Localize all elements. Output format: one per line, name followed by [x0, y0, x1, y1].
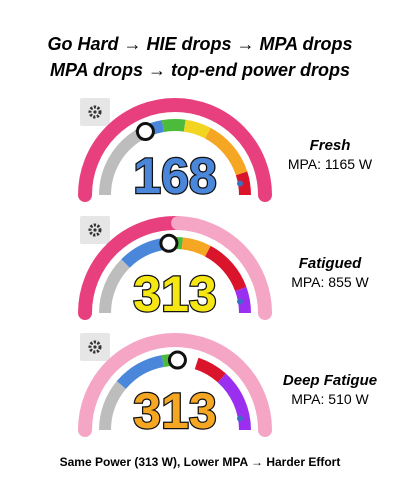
gauge-mpa: MPA: 1165 W	[288, 156, 373, 172]
inner-arc	[161, 119, 186, 133]
target-marker	[236, 180, 243, 187]
inner-arc	[204, 245, 247, 292]
outer-arc	[171, 216, 272, 320]
gauge-value: 168	[133, 148, 216, 204]
gauge-state: Fresh	[310, 137, 351, 154]
gear-hub	[93, 345, 97, 349]
inner-arc	[99, 130, 142, 196]
gear-hub	[93, 228, 97, 232]
gauge-mpa: MPA: 510 W	[291, 391, 369, 407]
gear-hub	[93, 110, 97, 114]
gauges: 168 Fresh MPA: 1165 W 313 Fatigued MPA: 855 W…	[78, 98, 377, 440]
footer: Same Power (313 W), Lower MPA → Harder E…	[60, 455, 341, 469]
outer-arc	[78, 216, 186, 320]
inner-arc	[99, 381, 127, 431]
inner-arc	[217, 373, 251, 431]
outer-arc	[78, 98, 272, 202]
inner-arc	[235, 171, 251, 196]
inner-arc	[181, 237, 211, 257]
gauge-mpa: MPA: 855 W	[291, 274, 369, 290]
inner-arc	[116, 355, 165, 390]
gear-icon	[88, 105, 102, 119]
pointer	[159, 233, 179, 253]
header-line: Go Hard → HIE drops → MPA drops	[47, 34, 352, 54]
inner-arc	[204, 127, 248, 176]
inner-arc	[194, 357, 226, 383]
pointer	[135, 122, 155, 142]
inner-arc	[235, 287, 251, 314]
gauge-state: Fatigued	[299, 255, 362, 272]
pointer	[167, 350, 187, 370]
gauge-value: 313	[133, 383, 216, 439]
target-marker	[236, 415, 243, 422]
gear-icon	[88, 340, 102, 354]
target-marker	[236, 298, 243, 305]
inner-arc	[99, 259, 130, 314]
header-line: MPA drops → top-end power drops	[50, 60, 350, 80]
outer-arc	[78, 333, 272, 437]
gear-icon	[88, 223, 102, 237]
gauge-state: Deep Fatigue	[283, 372, 377, 389]
gauge-value: 313	[133, 266, 216, 322]
inner-arc	[183, 119, 211, 139]
